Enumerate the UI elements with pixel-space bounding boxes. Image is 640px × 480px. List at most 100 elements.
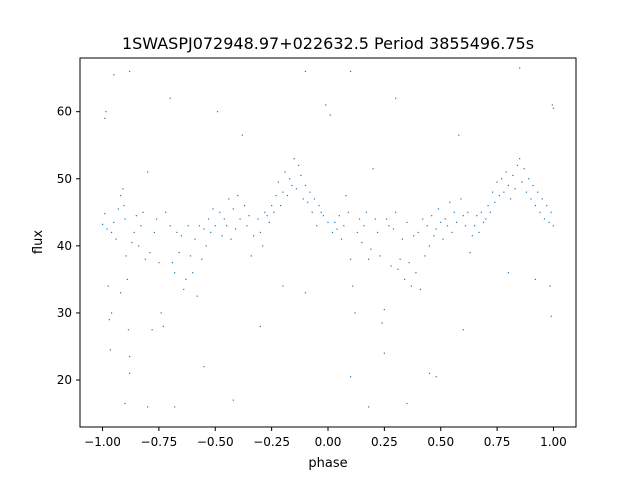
data-point (286, 194, 289, 197)
data-point (142, 211, 144, 213)
data-point (525, 191, 527, 193)
data-point (289, 178, 291, 180)
data-point (232, 208, 234, 210)
data-point (219, 211, 221, 213)
data-point (435, 228, 437, 230)
data-point (367, 258, 370, 260)
data-point (113, 74, 115, 76)
data-point (550, 211, 552, 213)
data-point (253, 235, 255, 237)
x-tick-label: −1.00 (84, 435, 121, 449)
data-point (507, 184, 509, 187)
data-point (374, 218, 376, 220)
data-point (503, 191, 505, 193)
data-point (250, 255, 252, 257)
data-point (519, 67, 521, 69)
data-point (106, 228, 108, 230)
scatter-points (101, 67, 555, 408)
data-point (257, 218, 259, 220)
data-point (243, 205, 246, 207)
data-point (469, 251, 471, 254)
data-point (467, 211, 469, 213)
data-point (151, 329, 153, 331)
data-point (119, 292, 122, 294)
data-point (507, 272, 509, 274)
data-point (117, 208, 119, 210)
data-point (149, 251, 151, 254)
data-point (372, 168, 374, 170)
data-point (273, 211, 275, 213)
data-point (437, 208, 440, 210)
data-point (169, 225, 171, 227)
data-point (280, 205, 282, 207)
data-point (129, 355, 131, 358)
data-point (528, 178, 530, 180)
data-point (174, 272, 176, 274)
data-point (129, 70, 131, 73)
data-point (505, 171, 507, 173)
data-point (162, 325, 165, 327)
data-point (370, 248, 372, 250)
data-point (216, 111, 219, 113)
data-point (386, 218, 388, 220)
data-point (431, 215, 433, 217)
data-point (178, 251, 180, 254)
data-point (135, 215, 137, 217)
data-point (340, 238, 343, 240)
data-point (473, 225, 476, 227)
data-point (158, 262, 160, 264)
data-point (104, 117, 106, 119)
data-point (201, 258, 203, 260)
data-point (358, 218, 361, 220)
data-point (129, 372, 131, 374)
x-tick-label: 0.25 (371, 435, 398, 449)
data-point (104, 213, 106, 215)
data-point (494, 201, 496, 203)
data-point (413, 235, 415, 237)
data-point (144, 258, 146, 260)
data-point (549, 285, 551, 287)
data-point (169, 97, 171, 99)
data-point (266, 215, 268, 217)
data-point (124, 218, 126, 220)
data-point (442, 238, 444, 240)
data-point (440, 221, 442, 223)
data-point (248, 215, 250, 217)
data-point (180, 235, 183, 237)
data-point (125, 255, 127, 257)
data-point (275, 194, 277, 197)
data-point (293, 158, 295, 160)
y-tick-label: 40 (57, 239, 72, 253)
data-point (428, 245, 431, 247)
data-point (338, 215, 340, 217)
data-point (268, 221, 270, 223)
data-point (377, 231, 379, 234)
data-point (140, 225, 142, 227)
data-point (329, 114, 331, 116)
data-point (480, 211, 482, 213)
x-tick-label: 1.00 (540, 435, 567, 449)
data-point (381, 322, 383, 324)
data-point (336, 228, 338, 230)
data-point (451, 231, 453, 234)
data-point (460, 198, 462, 200)
data-point (444, 218, 446, 220)
data-point (295, 188, 298, 190)
data-point (259, 231, 261, 234)
data-point (221, 235, 223, 237)
data-point (433, 235, 435, 237)
data-point (343, 225, 345, 227)
x-tick-label: −0.75 (141, 435, 178, 449)
data-point (464, 225, 467, 227)
data-point (196, 295, 198, 297)
data-point (277, 181, 279, 183)
data-point (322, 215, 325, 217)
data-point (532, 184, 534, 187)
y-axis: 20 30 40 50 60 (57, 105, 80, 387)
data-point (126, 278, 128, 280)
data-point (548, 221, 550, 223)
data-point (119, 194, 122, 197)
data-point (395, 97, 397, 99)
data-point (458, 134, 460, 136)
data-point (404, 278, 406, 280)
